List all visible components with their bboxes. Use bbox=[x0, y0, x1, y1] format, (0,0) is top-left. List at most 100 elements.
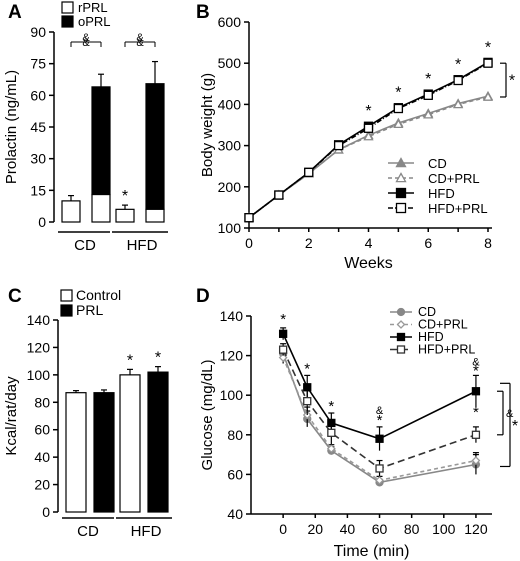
panel-c-y-tick-label: 80 bbox=[34, 394, 50, 410]
panel-b-asterisk: * bbox=[485, 39, 491, 56]
panel-b-asterisk: * bbox=[365, 103, 371, 120]
panel-b-legend-label: CD+PRL bbox=[428, 171, 480, 186]
panel-d-y-tick-label: 120 bbox=[220, 348, 244, 364]
panel-b-y-tick-label: 600 bbox=[218, 14, 242, 30]
panel-a-y-tick-label: 75 bbox=[30, 56, 46, 72]
panel-a-ampersand-bg: & bbox=[136, 32, 144, 44]
panel-b-y-label: Body weight (g) bbox=[199, 73, 216, 177]
panel-b-x-tick-label: 4 bbox=[365, 235, 373, 251]
panel-a-y-label: Prolactin (ng/mL) bbox=[3, 70, 20, 184]
panel-d-legend-label: HFD+PRL bbox=[418, 343, 475, 357]
panel-d-y-tick-label: 140 bbox=[220, 308, 244, 324]
panel-c-asterisk: * bbox=[155, 350, 161, 367]
panel-d-series-line-hfd-prl bbox=[282, 349, 477, 470]
panel-a-legend-swatch bbox=[61, 15, 74, 28]
panel-a-asterisk: * bbox=[122, 188, 128, 205]
panel-c-legend-swatch bbox=[60, 289, 73, 302]
panel-b-point-cd-prl bbox=[453, 99, 464, 109]
panel-a-ampersand-bg: & bbox=[82, 32, 90, 44]
panel-a-legend-label: oPRL bbox=[78, 14, 111, 29]
panel-c-group-label: CD bbox=[77, 523, 99, 540]
panel-letter-d: D bbox=[196, 286, 210, 307]
panel-b-point-hfd-prl bbox=[363, 123, 374, 133]
panel-d-point-cd-prl bbox=[375, 475, 384, 485]
panel-d-point-hfd bbox=[375, 434, 384, 443]
panel-b-point-cd-prl bbox=[423, 109, 434, 119]
panel-a-ampersand: & bbox=[136, 37, 144, 49]
panel-a-bar-rprl bbox=[115, 208, 135, 223]
panel-d-asterisk: * bbox=[377, 412, 383, 429]
panel-d-y-tick-label: 80 bbox=[227, 427, 243, 443]
panel-letter-b: B bbox=[196, 2, 210, 23]
panel-b-asterisk: * bbox=[455, 57, 461, 74]
panel-d-asterisk: * bbox=[304, 360, 310, 377]
panel-d-asterisk: * bbox=[473, 362, 479, 379]
panel-b-point-hfd-prl bbox=[483, 58, 493, 68]
panel-b-x-tick-label: 2 bbox=[305, 235, 313, 251]
panel-b-y-tick-label: 300 bbox=[218, 138, 242, 154]
panel-d-x-tick-label: 80 bbox=[404, 521, 420, 537]
panel-a-y-tick-label: 45 bbox=[30, 119, 46, 135]
panel-c-y-label: Kcal/rat/day bbox=[3, 376, 20, 456]
panel-d-y-tick-label: 40 bbox=[227, 506, 243, 522]
panel-a-bar-rprl bbox=[61, 200, 81, 223]
panel-b-x-label: Weeks bbox=[344, 255, 393, 272]
panel-a-bar-oprl bbox=[145, 83, 165, 210]
panel-d-point-hfd bbox=[471, 387, 481, 396]
panel-d-point-hfd-prl bbox=[375, 464, 384, 473]
panel-a-legend-swatch bbox=[61, 1, 74, 14]
panel-d-ampersand: & bbox=[472, 357, 480, 369]
panel-d-point-hfd-prl bbox=[303, 396, 312, 406]
panel-a-y-tick-label: 30 bbox=[30, 151, 46, 167]
panel-a-group-label: HFD bbox=[127, 237, 158, 254]
panel-d-legend-marker bbox=[396, 320, 406, 329]
panel-d-legend-marker bbox=[396, 345, 406, 354]
panel-d-y-label: Glucose (mg/dL) bbox=[199, 360, 216, 471]
panel-a-y-tick-label: 0 bbox=[38, 214, 46, 230]
panel-d-legend-label: HFD bbox=[418, 330, 444, 344]
panel-d-x-tick-label: 100 bbox=[432, 521, 456, 537]
panel-c-bar-control bbox=[119, 374, 141, 513]
panel-d-y-tick-label: 100 bbox=[220, 387, 244, 403]
panel-b-point-cd-prl bbox=[363, 131, 374, 141]
panel-d-x-tick-label: 40 bbox=[340, 521, 356, 537]
panel-b-legend-marker bbox=[395, 187, 407, 199]
panel-d-point-cd-prl bbox=[326, 444, 336, 454]
panel-d-legend-marker bbox=[396, 307, 406, 317]
panel-a-bar-oprl bbox=[91, 86, 111, 196]
panel-b-y-tick-label: 200 bbox=[218, 179, 242, 195]
panel-a-y-tick-label: 60 bbox=[30, 87, 46, 103]
panel-b-y-tick-label: 100 bbox=[218, 220, 242, 236]
panel-d-point-hfd-prl bbox=[327, 428, 336, 437]
panel-a-group-label: CD bbox=[74, 237, 96, 254]
panel-a-y-tick-label: 90 bbox=[30, 24, 46, 40]
panel-d-asterisk: * bbox=[473, 404, 479, 421]
panel-a-y-tick-label: 15 bbox=[30, 182, 46, 198]
panel-c-bar-control bbox=[65, 392, 87, 513]
panel-c-legend-swatch bbox=[60, 304, 73, 317]
panel-b-point-cd-prl bbox=[393, 118, 404, 129]
panel-c-y-tick-label: 120 bbox=[27, 339, 51, 355]
panel-d-legend-label: CD bbox=[418, 305, 436, 319]
panel-letter-a: A bbox=[8, 2, 22, 23]
panel-a-bar-oprl-base bbox=[145, 208, 165, 223]
panel-b-point-hfd-prl bbox=[274, 190, 284, 200]
panel-d-asterisk: * bbox=[328, 398, 334, 415]
panel-b-legend-label: CD bbox=[428, 156, 447, 171]
panel-d-x-tick-label: 120 bbox=[464, 521, 488, 537]
panel-d-point-cd-prl bbox=[278, 353, 288, 362]
panel-d-point-cd-prl bbox=[471, 456, 481, 465]
panel-d-x-tick-label: 60 bbox=[372, 521, 388, 537]
panel-b-legend-marker bbox=[395, 172, 407, 183]
panel-d-bracket-asterisk: * bbox=[512, 418, 518, 435]
panel-c-y-tick-label: 0 bbox=[42, 504, 50, 520]
panel-c-legend-label: PRL bbox=[76, 302, 103, 318]
panel-b-asterisk: * bbox=[395, 85, 401, 102]
panel-b-series-line-hfd-prl bbox=[248, 62, 489, 219]
panel-b-legend-marker bbox=[395, 202, 407, 214]
panel-d-y-tick-label: 60 bbox=[227, 466, 243, 482]
panel-b-y-tick-label: 400 bbox=[218, 96, 242, 112]
panel-d-asterisk: * bbox=[280, 311, 286, 328]
panel-d-legend-label: CD+PRL bbox=[418, 318, 468, 332]
